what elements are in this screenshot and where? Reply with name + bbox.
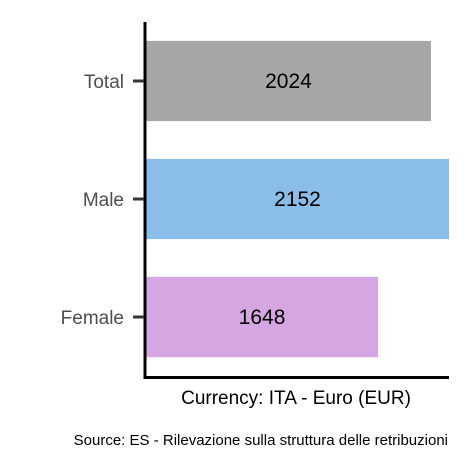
bars-layer xyxy=(146,40,449,358)
bar-female xyxy=(146,276,379,358)
data-label-total: 2024 xyxy=(265,70,312,93)
bar-total xyxy=(146,40,431,122)
y-tick-label-total: Total xyxy=(84,72,124,93)
source-caption: Source: ES - Rilevazione sulla struttura… xyxy=(74,432,448,449)
x-axis-title: Currency: ITA - Euro (EUR) xyxy=(181,388,411,409)
bar-male xyxy=(146,158,449,240)
y-tick-label-female: Female xyxy=(61,308,124,329)
axes-layer: Total Male Female xyxy=(61,22,449,379)
data-label-male: 2152 xyxy=(274,188,321,211)
data-label-female: 1648 xyxy=(239,306,286,329)
labels-layer: 2024 2152 1648 xyxy=(239,70,321,329)
y-tick-label-male: Male xyxy=(83,190,124,211)
